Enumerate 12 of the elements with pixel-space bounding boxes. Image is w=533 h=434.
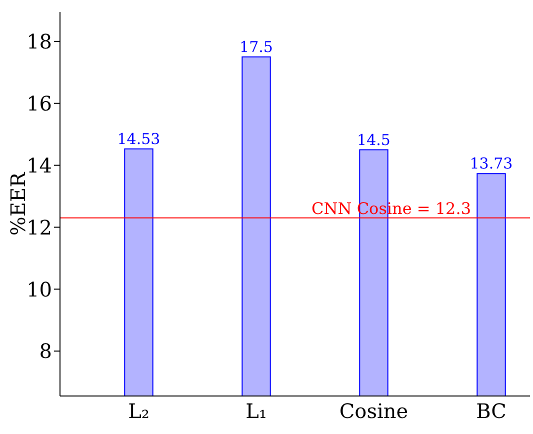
y-tick-label: 10 — [26, 277, 52, 302]
y-tick-label: 8 — [39, 339, 52, 364]
x-tick-label: L₁ — [246, 399, 267, 424]
x-tick-label: L₂ — [128, 399, 150, 424]
data-label: 14.53 — [117, 130, 160, 148]
data-label: 17.5 — [240, 38, 273, 56]
x-tick-label: BC — [476, 399, 506, 424]
y-tick-label: 16 — [26, 91, 52, 116]
y-tick-label: 18 — [26, 30, 52, 54]
x-tick-label: Cosine — [339, 399, 408, 424]
data-label: 13.73 — [470, 154, 513, 173]
data-label: 14.5 — [357, 130, 390, 149]
